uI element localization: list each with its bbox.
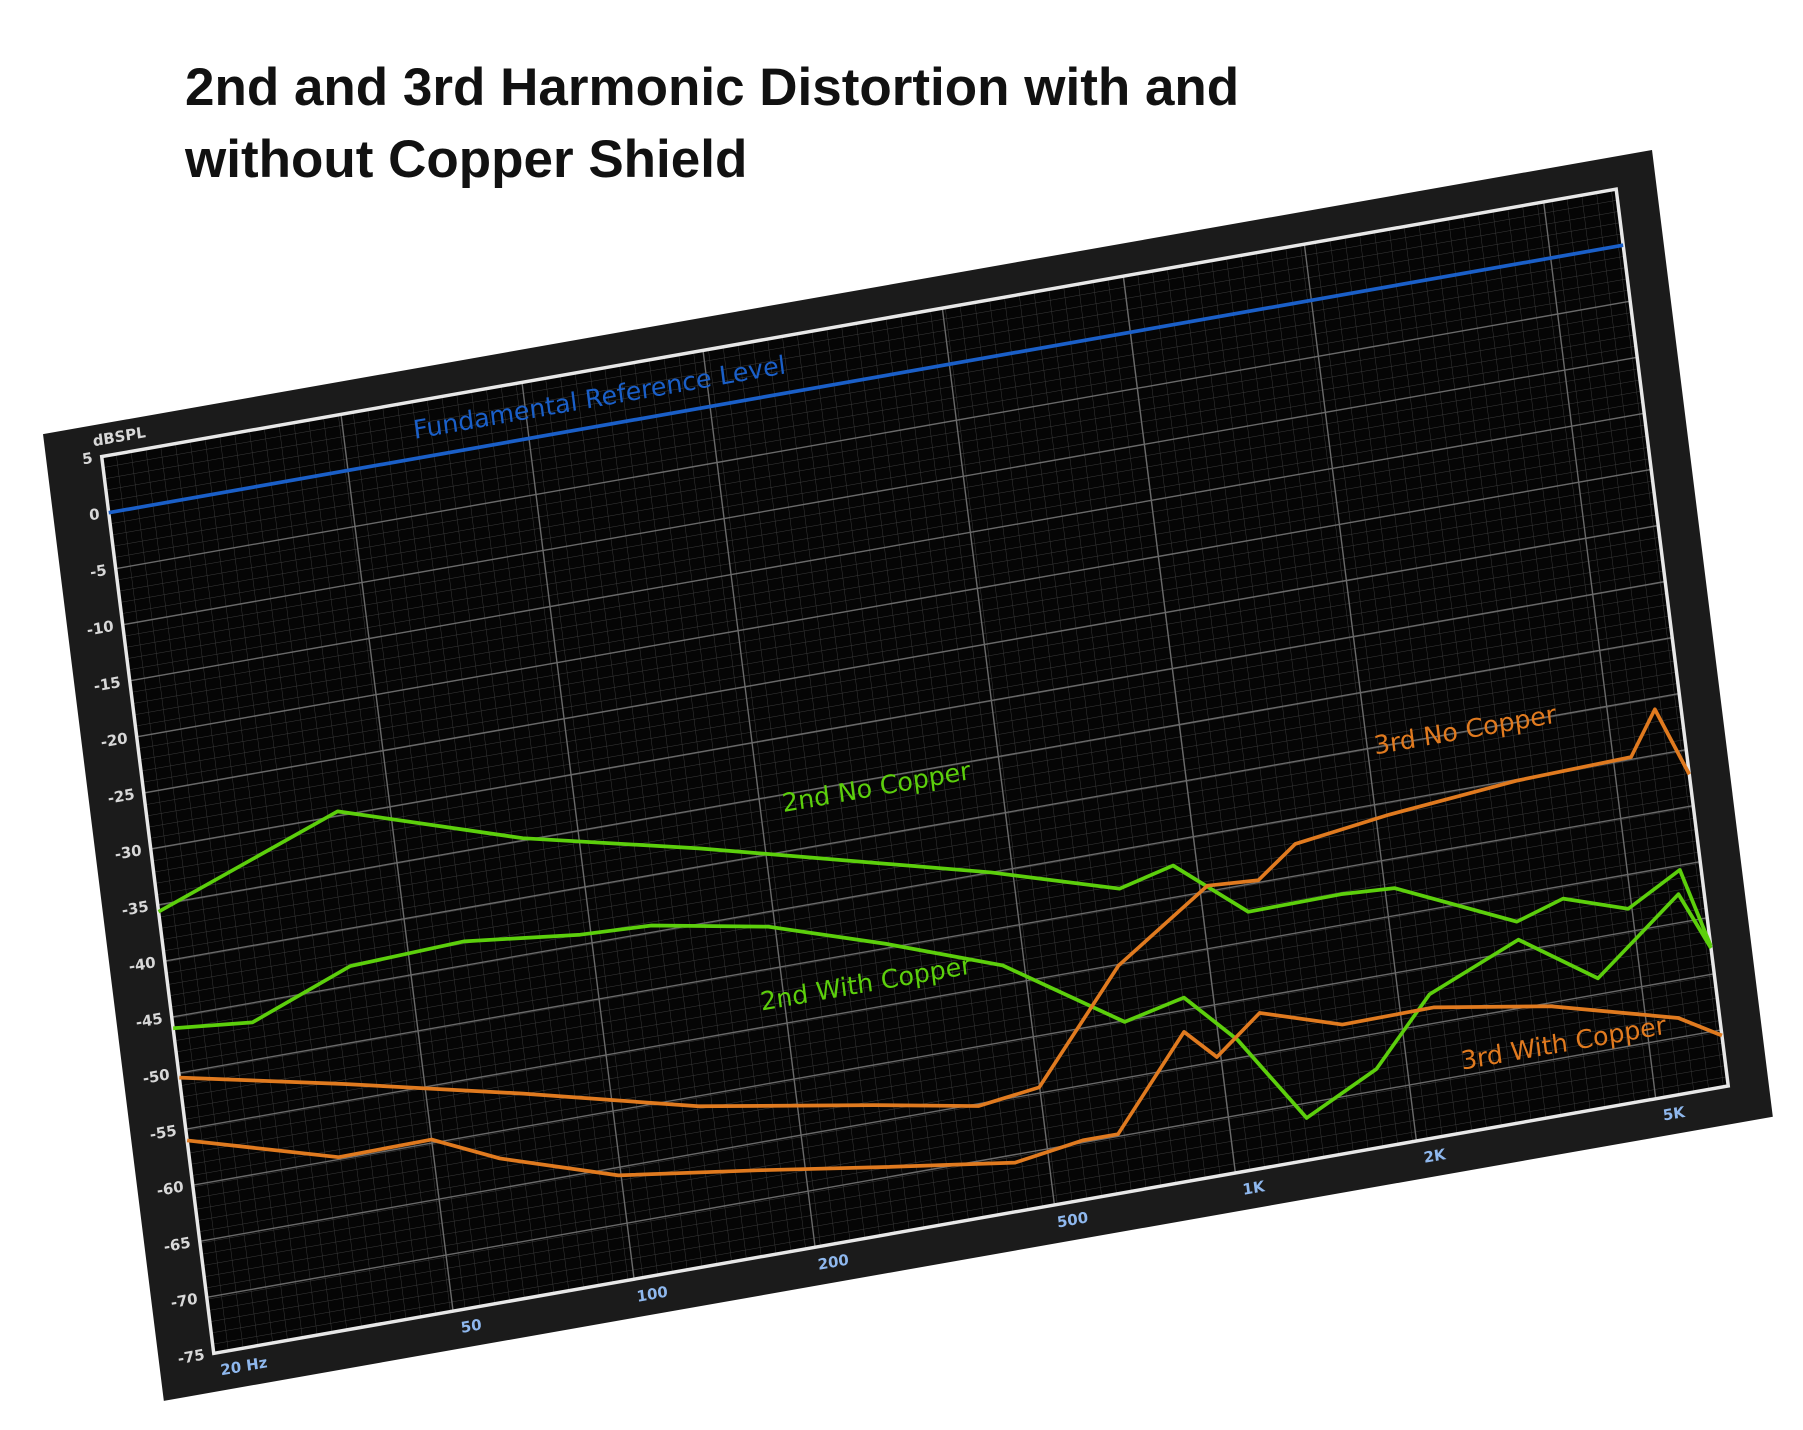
grid-line (164, 692, 1680, 962)
y-tick-label: 5 (81, 449, 94, 469)
plot-border (99, 187, 1731, 1356)
series-line (157, 809, 1713, 947)
series-line (186, 1004, 1723, 1178)
y-tick-label: -20 (100, 729, 129, 752)
y-tick-label: -70 (170, 1290, 199, 1313)
series-line (108, 243, 1624, 515)
x-tick-label: 100 (636, 1283, 669, 1306)
x-tick-label: 500 (1056, 1208, 1089, 1231)
x-tick-label: 1K (1242, 1177, 1267, 1199)
series-line (173, 892, 1713, 1120)
grid-line (115, 300, 1631, 570)
y-tick-label: -15 (93, 673, 122, 696)
chart-title: 2nd and 3rd Harmonic Distortion with and… (185, 58, 1240, 189)
y-tick-label: -35 (121, 897, 150, 920)
chart-frame: -75-70-65-60-55-50-45-40-35-30-25-20-15-… (43, 149, 1773, 1401)
y-tick-label: -40 (128, 953, 157, 976)
grid-line (178, 804, 1694, 1074)
x-tick-label: 200 (817, 1251, 850, 1274)
grid-line (129, 412, 1645, 682)
grid-line (143, 524, 1659, 794)
y-tick-label: -55 (149, 1121, 178, 1144)
y-tick-label: -45 (135, 1009, 164, 1032)
grid-line (171, 748, 1687, 1018)
grid-line (521, 382, 635, 1280)
grid-line (192, 917, 1708, 1186)
grid-line (122, 356, 1638, 626)
grid-line (1303, 244, 1418, 1142)
y-tick-label: -50 (142, 1065, 171, 1088)
x-tick-label: 50 (460, 1315, 483, 1336)
grid-line (185, 861, 1701, 1130)
grid-line (941, 308, 1056, 1206)
grid-line (702, 350, 816, 1248)
y-tick-label: -30 (114, 841, 143, 864)
x-tick-label: 5K (1662, 1103, 1687, 1125)
grid-line (340, 414, 454, 1312)
y-tick-label: 0 (88, 505, 101, 525)
y-tick-label: -60 (156, 1177, 185, 1200)
series-line (179, 707, 1691, 1109)
y-tick-label: -10 (86, 617, 115, 640)
y-tick-label: -5 (89, 561, 108, 582)
x-tick-label: 2K (1423, 1145, 1448, 1167)
y-tick-label: -25 (107, 785, 136, 808)
grid-line (157, 636, 1673, 906)
y-tick-label: -75 (177, 1346, 206, 1369)
grid-line (150, 580, 1666, 850)
grid-line (136, 468, 1652, 738)
y-tick-label: -65 (163, 1233, 192, 1256)
grid-line (1542, 201, 1657, 1099)
